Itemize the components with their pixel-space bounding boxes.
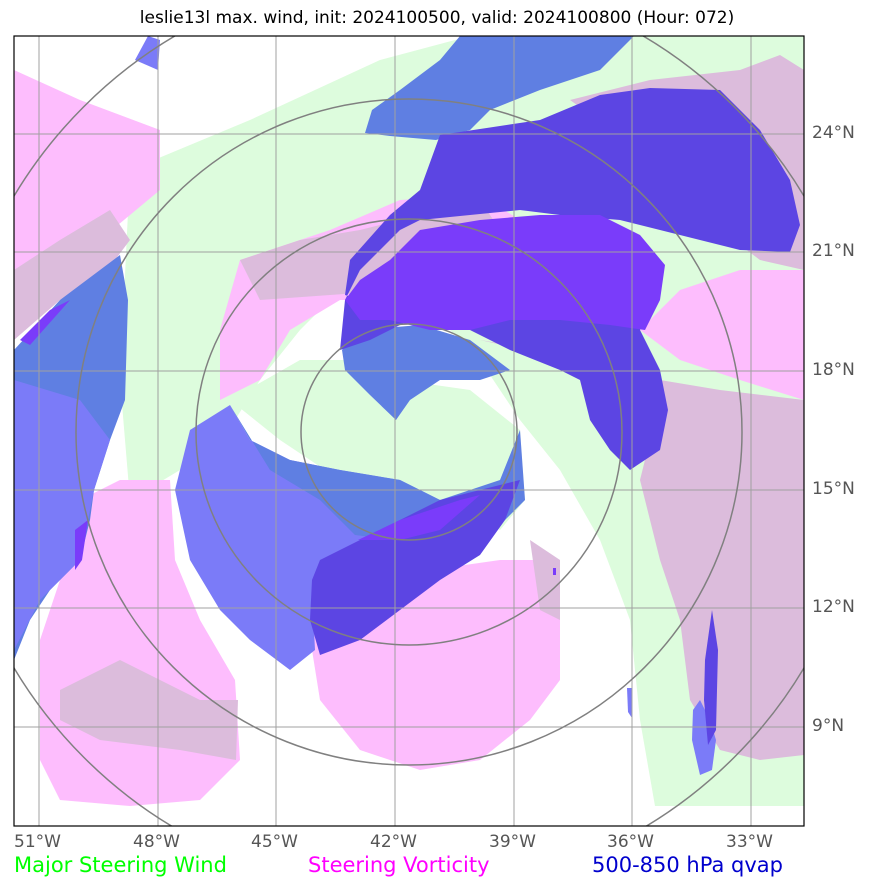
lat-label-18n: 18°N [812, 360, 855, 380]
lon-label-42w: 42°W [370, 832, 417, 852]
legend-steering-vorticity: Steering Vorticity [308, 853, 490, 877]
steering-wind-layer [120, 36, 804, 806]
qvap-layer [14, 36, 800, 775]
legend-steering-wind: Major Steering Wind [14, 853, 227, 877]
lat-label-21n: 21°N [812, 241, 855, 261]
lat-label-12n: 12°N [812, 597, 855, 617]
lon-label-33w: 33°W [726, 832, 773, 852]
range-ring-inner [300, 323, 518, 541]
lon-label-45w: 45°W [251, 832, 298, 852]
map-title: leslie13l max. wind, init: 2024100500, v… [139, 8, 735, 28]
graticule [14, 36, 804, 826]
lon-label-36w: 36°W [607, 832, 654, 852]
lat-label-24n: 24°N [812, 123, 855, 143]
lon-label-39w: 39°W [489, 832, 536, 852]
lon-label-51w: 51°W [14, 832, 61, 852]
lon-label-48w: 48°W [133, 832, 180, 852]
range-ring-middle [195, 218, 623, 646]
map-frame [13, 35, 805, 827]
lat-label-15n: 15°N [812, 479, 855, 499]
legend-qvap: 500-850 hPa qvap [592, 853, 783, 877]
range-ring-outer [75, 98, 743, 766]
lat-label-9n: 9°N [812, 716, 845, 736]
